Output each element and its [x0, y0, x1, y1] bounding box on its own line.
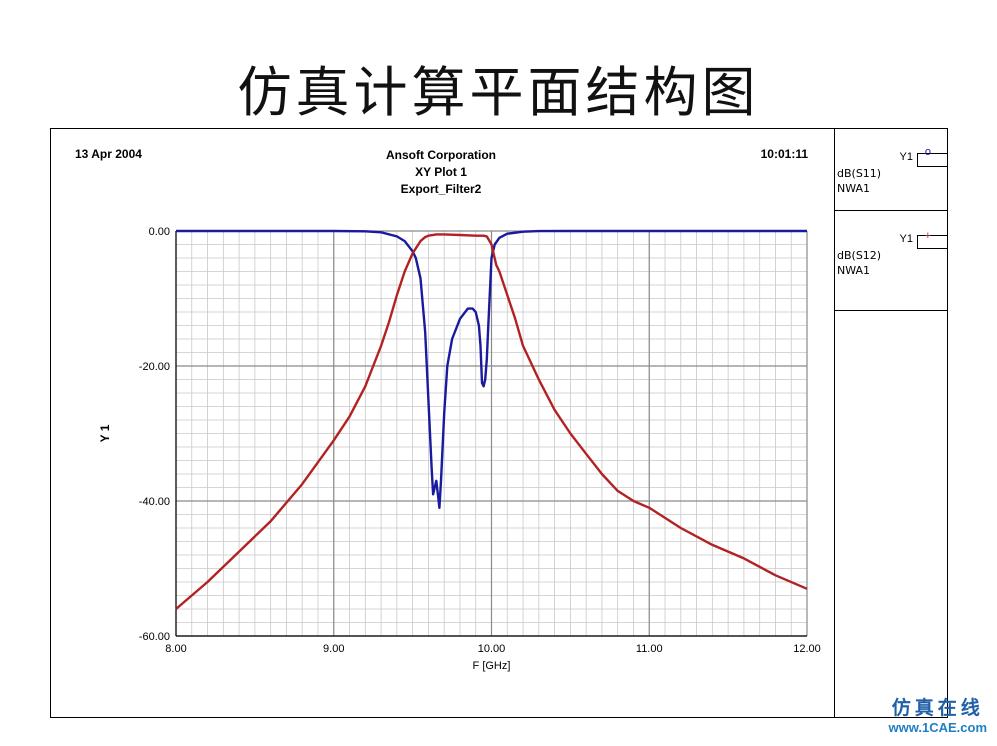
legend-trace-source: NWA1 — [837, 264, 871, 277]
series-line-dbs11 — [176, 229, 807, 509]
x-tick-label: 10.00 — [478, 643, 506, 655]
y-tick-label: 0.00 — [149, 226, 170, 238]
y-tick-label: -40.00 — [139, 496, 170, 508]
legend-axis-label: Y1 — [899, 151, 913, 163]
site-watermark: 仿真在线 www.1CAE.com — [889, 698, 987, 738]
watermark-text: 仿真在线 — [891, 697, 984, 719]
plot-company: Ansoft Corporation — [386, 148, 496, 162]
plot-frame: 13 Apr 2004 Ansoft Corporation XY Plot 1… — [51, 129, 835, 717]
slide-title: 仿真计算平面结构图 — [237, 61, 760, 124]
plot-window: 13 Apr 2004 Ansoft Corporation XY Plot 1… — [50, 128, 948, 718]
legend-trace-source: NWA1 — [837, 182, 871, 195]
y-tick-label: -20.00 — [139, 361, 170, 373]
legend-symbol: + — [924, 230, 931, 242]
y-axis-title: Y 1 — [98, 424, 112, 442]
legend-panel: Y1 o dB(S11) NWA1 Y1 + dB(S12) NWA1 — [835, 129, 947, 717]
x-tick-label: 11.00 — [636, 643, 663, 655]
xy-chart: 8.00 9.00 10.00 11.00 12.00 0.00 -20.00 -40.00 -… — [98, 226, 821, 672]
plot-name: XY Plot 1 — [415, 165, 467, 179]
y-tick-label: -60.00 — [139, 631, 170, 643]
legend-marker-icon — [917, 153, 947, 167]
x-tick-label: 8.00 — [165, 643, 186, 655]
x-tick-label: 12.00 — [793, 643, 821, 655]
legend-marker-icon — [917, 235, 947, 249]
watermark-url: www.1CAE.com — [888, 720, 987, 735]
plot-header: Ansoft Corporation XY Plot 1 Export_Filt… — [291, 147, 591, 198]
legend-axis-label: Y1 — [899, 233, 913, 245]
legend-trace-name: dB(S11) — [837, 167, 882, 180]
x-axis-title: F [GHz] — [473, 660, 511, 672]
x-tick-label: 9.00 — [323, 643, 344, 655]
plot-date: 13 Apr 2004 — [75, 147, 142, 161]
legend-symbol: o — [924, 146, 931, 158]
legend-entry-s12[interactable]: Y1 + dB(S12) NWA1 — [835, 229, 947, 311]
legend-trace-name: dB(S12) — [837, 249, 882, 262]
series-line-dbs12 — [175, 233, 808, 610]
legend-entry-s11[interactable]: Y1 o dB(S11) NWA1 — [835, 129, 947, 211]
plot-design: Export_Filter2 — [400, 182, 482, 196]
plot-time: 10:01:11 — [760, 147, 808, 161]
